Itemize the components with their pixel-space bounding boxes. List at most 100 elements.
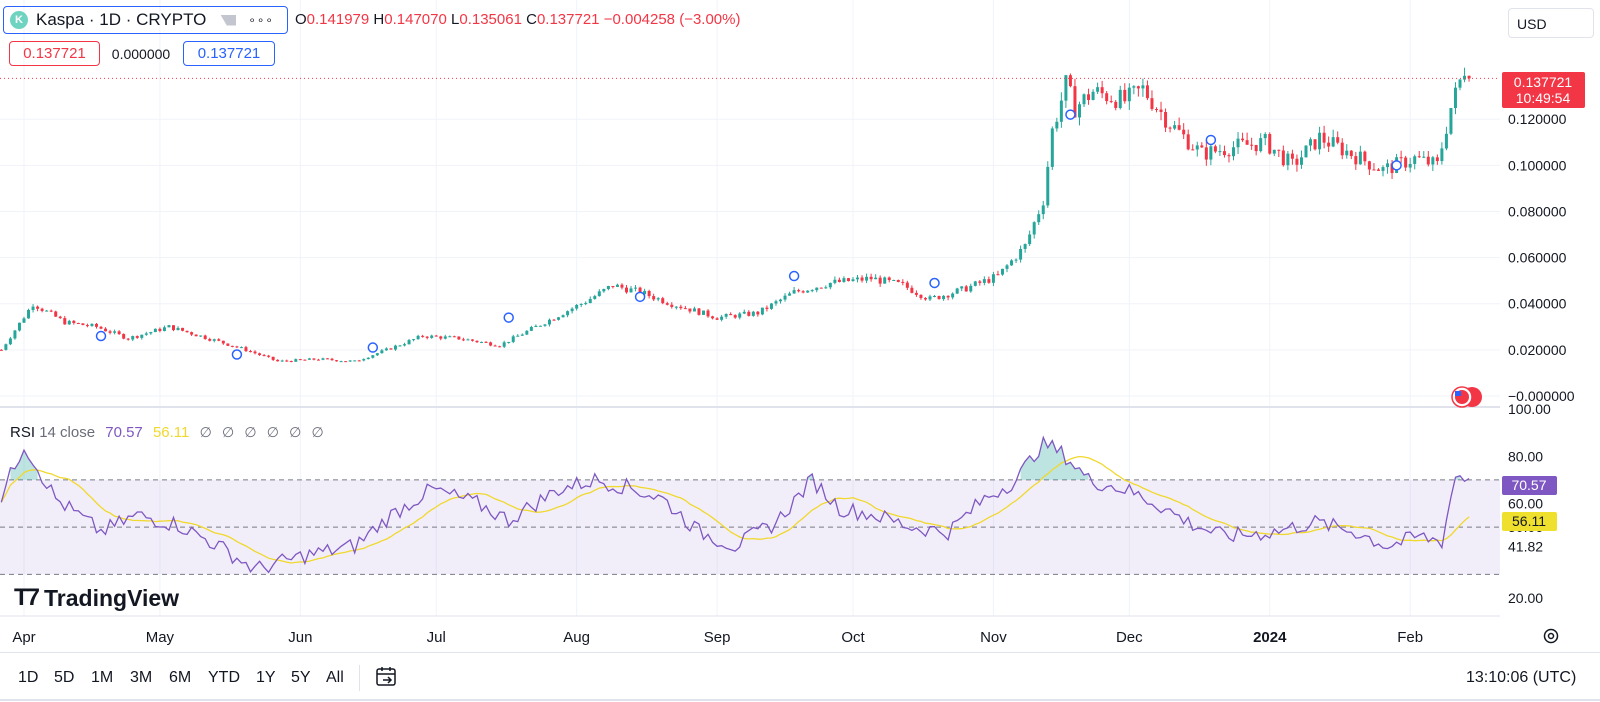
candle bbox=[262, 353, 266, 357]
candle bbox=[1363, 150, 1367, 166]
time-axis[interactable]: Apr May Jun Jul Aug Sep Oct Nov Dec 2024 Feb bbox=[12, 629, 1423, 646]
spread-value: 0.000000 bbox=[111, 45, 171, 62]
candle bbox=[249, 349, 252, 353]
candle bbox=[520, 333, 524, 336]
candle bbox=[883, 276, 887, 284]
candle-body bbox=[611, 286, 615, 288]
candle bbox=[194, 334, 198, 337]
candle bbox=[0, 349, 3, 351]
candle-body bbox=[1100, 87, 1104, 94]
candle bbox=[810, 289, 814, 293]
flag-icon[interactable] bbox=[220, 14, 237, 26]
settings-gear-icon[interactable] bbox=[1543, 628, 1559, 644]
range-ytd[interactable]: YTD bbox=[208, 669, 240, 686]
candle-body bbox=[67, 320, 71, 325]
candle-body bbox=[244, 347, 248, 352]
candle bbox=[226, 343, 230, 347]
candle-body bbox=[910, 287, 914, 293]
range-1m[interactable]: 1M bbox=[91, 669, 114, 686]
go-to-date-icon[interactable] bbox=[375, 665, 399, 689]
candle bbox=[1449, 107, 1453, 136]
candle bbox=[1227, 153, 1231, 163]
more-dots-icon[interactable]: ∘∘∘ bbox=[248, 13, 274, 27]
candle-body bbox=[27, 309, 31, 319]
candle bbox=[1408, 157, 1412, 173]
candle bbox=[815, 287, 819, 293]
candle bbox=[824, 285, 828, 289]
candle bbox=[335, 359, 339, 362]
candle-body bbox=[1336, 137, 1340, 143]
candle-body bbox=[1431, 157, 1435, 165]
range-all[interactable]: All bbox=[326, 669, 344, 686]
candle bbox=[629, 285, 633, 293]
candle-body bbox=[1422, 156, 1426, 158]
tradingview-watermark[interactable]: T7 TradingView bbox=[14, 584, 179, 612]
candle bbox=[285, 359, 289, 362]
rsi-legend[interactable]: RSI 14 close 70.57 56.11 ∅ ∅ ∅ ∅ ∅ ∅ bbox=[10, 424, 324, 441]
candle bbox=[529, 325, 533, 332]
candle bbox=[1345, 144, 1349, 159]
candle bbox=[1290, 149, 1294, 165]
candle-body bbox=[824, 287, 828, 289]
rsi-value-tag: 70.57 bbox=[1511, 477, 1546, 493]
candle bbox=[339, 360, 343, 363]
candle-body bbox=[715, 318, 719, 320]
candle bbox=[1440, 142, 1444, 165]
candle bbox=[498, 345, 502, 348]
buy-button[interactable]: 0.137721 bbox=[183, 41, 275, 66]
candle-body bbox=[307, 358, 311, 360]
candle bbox=[31, 304, 35, 313]
candle-body bbox=[353, 360, 357, 362]
candle bbox=[1254, 144, 1258, 156]
candle bbox=[765, 305, 769, 312]
range-1y[interactable]: 1Y bbox=[256, 669, 276, 686]
candle bbox=[235, 345, 239, 349]
candle bbox=[1232, 141, 1236, 161]
candle bbox=[244, 345, 248, 352]
candle bbox=[171, 325, 175, 332]
range-1d[interactable]: 1D bbox=[18, 669, 39, 686]
price-scale[interactable]: 0.120000 0.100000 0.080000 0.060000 0.040000… bbox=[1508, 111, 1575, 404]
candle-body bbox=[230, 345, 234, 347]
candle-body bbox=[647, 290, 651, 297]
candle bbox=[1349, 150, 1353, 160]
candle bbox=[833, 276, 837, 285]
range-3m[interactable]: 3M bbox=[130, 669, 153, 686]
candle bbox=[860, 275, 864, 283]
candle-body bbox=[298, 359, 302, 361]
candle bbox=[17, 322, 21, 332]
candle-body bbox=[729, 314, 733, 316]
candle-body bbox=[566, 311, 570, 316]
candle bbox=[398, 344, 402, 347]
candle-body bbox=[412, 339, 416, 341]
candle bbox=[27, 308, 31, 319]
candle bbox=[624, 285, 628, 294]
currency-selector[interactable]: USD bbox=[1508, 8, 1594, 38]
symbol-search[interactable]: K Kaspa · 1D · CRYPTO ∘∘∘ bbox=[3, 6, 288, 34]
candle-body bbox=[692, 308, 696, 312]
candle-body bbox=[620, 284, 624, 288]
candle-body bbox=[883, 277, 887, 284]
candle bbox=[661, 296, 665, 305]
range-5y[interactable]: 5Y bbox=[291, 669, 311, 686]
event-marker-icon bbox=[1065, 109, 1076, 120]
rsi-extra-value: ∅ bbox=[244, 424, 257, 440]
candle bbox=[58, 315, 62, 319]
flags-icon[interactable] bbox=[1451, 386, 1482, 408]
utc-clock[interactable]: 13:10:06 (UTC) bbox=[1466, 669, 1577, 686]
sell-button[interactable]: 0.137721 bbox=[9, 41, 100, 66]
candle-body bbox=[1318, 132, 1322, 150]
candle-body bbox=[1218, 151, 1222, 153]
candle bbox=[928, 294, 932, 301]
candle bbox=[298, 358, 302, 361]
range-5d[interactable]: 5D bbox=[54, 669, 75, 686]
candle bbox=[1010, 259, 1014, 266]
candle bbox=[1309, 137, 1313, 152]
candle bbox=[375, 352, 379, 357]
tradingview-logo-icon: T7 bbox=[14, 584, 40, 611]
range-6m[interactable]: 6M bbox=[169, 669, 192, 686]
candle bbox=[724, 313, 728, 319]
price-tick-label: 0.120000 bbox=[1508, 111, 1567, 127]
